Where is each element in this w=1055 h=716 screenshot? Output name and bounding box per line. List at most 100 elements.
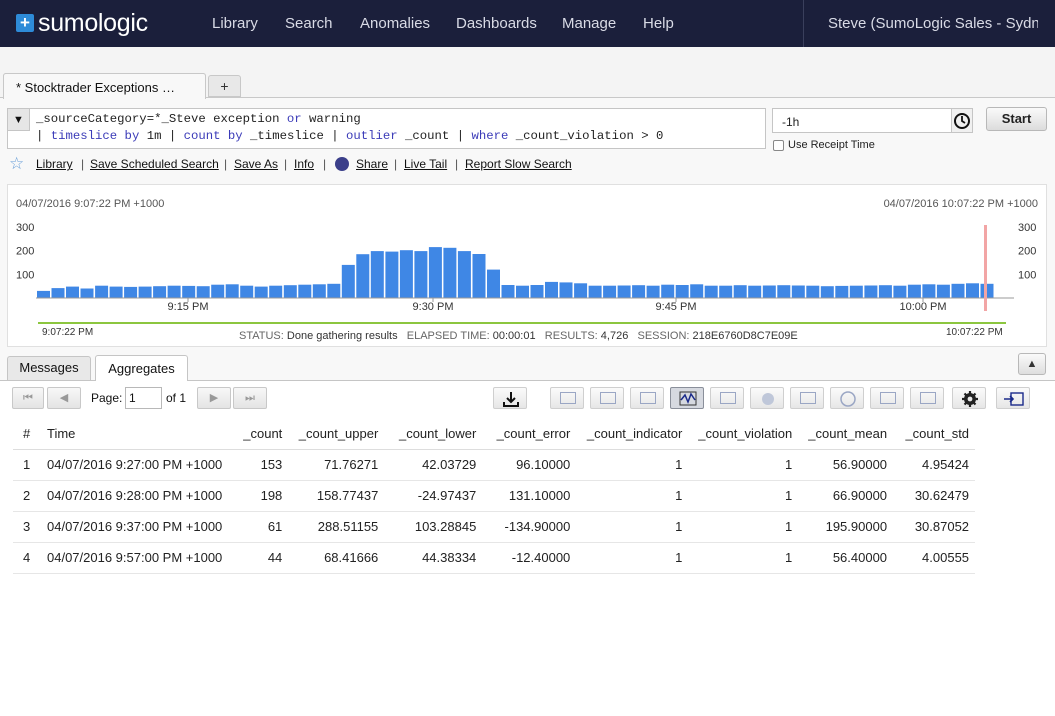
histogram-bar — [327, 283, 341, 298]
add-to-dashboard-icon — [1004, 392, 1024, 406]
column-header[interactable]: _count_error — [482, 418, 577, 450]
table-cell: 1 — [688, 511, 799, 543]
y-tick-label-left: 200 — [16, 246, 34, 258]
table-cell: 71.76271 — [288, 449, 385, 481]
user-menu[interactable]: Steve (SumoLogic Sales - Sydne… — [828, 15, 1038, 32]
honeycomb-button[interactable] — [910, 387, 944, 409]
column-header[interactable]: _count_indicator — [576, 418, 689, 450]
table-cell: 131.10000 — [482, 480, 577, 512]
nav-search[interactable]: Search — [285, 15, 333, 32]
column-header[interactable]: _count_upper — [288, 418, 385, 450]
table-cell: 1 — [688, 449, 799, 481]
share-icon[interactable] — [335, 157, 349, 171]
export-button[interactable] — [493, 387, 527, 409]
x-tick-label: 9:15 PM — [168, 301, 209, 313]
histogram-bar — [370, 251, 384, 298]
time-range-bar — [38, 322, 1006, 324]
histogram-chart[interactable]: 300 300 200 200 100 100 9:15 PM 9:30 PM 9:45 PM 1… — [8, 215, 1048, 315]
histogram-bar — [806, 285, 820, 298]
search-actions-bar: ☆ Library | Save Scheduled Search | Save… — [0, 155, 620, 173]
column-chart-button[interactable] — [630, 387, 664, 409]
table-cell: 04/07/2016 9:28:00 PM +1000 — [37, 480, 229, 512]
table-row[interactable]: 3 04/07/2016 9:37:00 PM +1000 61 288.51155 1… — [13, 511, 976, 543]
histogram-bar — [704, 285, 718, 298]
histogram-bar — [312, 284, 326, 298]
table-cell: 198 — [228, 480, 289, 512]
globe-icon — [840, 391, 856, 407]
box-plot-button[interactable] — [790, 387, 824, 409]
histogram-bar — [878, 285, 892, 298]
last-page-button[interactable]: ⏭ — [233, 387, 267, 409]
column-header[interactable]: Time — [37, 418, 229, 450]
table-cell: 04/07/2016 9:27:00 PM +1000 — [37, 449, 229, 481]
download-icon — [503, 392, 519, 407]
query-text: | — [456, 129, 472, 143]
bar-chart-button[interactable] — [590, 387, 624, 409]
query-editor[interactable]: ▼ _sourceCategory=*_Steve exception or w… — [7, 108, 766, 149]
link-separator: | — [455, 157, 459, 171]
top-nav-bar: + sumologic Library Search Anomalies Das… — [0, 0, 1055, 47]
settings-button[interactable] — [952, 387, 986, 409]
time-picker-button[interactable] — [951, 108, 973, 133]
table-view-button[interactable] — [550, 387, 584, 409]
column-header[interactable]: _count_violation — [688, 418, 799, 450]
start-button[interactable]: Start — [986, 107, 1047, 131]
range-end-time: 10:07:22 PM — [946, 327, 1003, 338]
table-cell: 1 — [13, 449, 37, 481]
time-range-input[interactable]: -1h — [772, 108, 952, 133]
nav-manage[interactable]: Manage — [562, 15, 617, 32]
save-scheduled-search-link[interactable]: Save Scheduled Search — [90, 157, 219, 171]
x-tick-label: 9:45 PM — [656, 301, 697, 313]
tab-stocktrader-exceptions-active[interactable]: * Stocktrader Exceptions … — [3, 73, 206, 99]
map-button[interactable] — [830, 387, 864, 409]
share-link[interactable]: Share — [356, 157, 389, 171]
info-link[interactable]: Info — [294, 157, 315, 171]
area-chart-button[interactable] — [710, 387, 744, 409]
triangle-down-icon[interactable]: ▼ — [8, 109, 30, 131]
column-header[interactable]: _count_lower — [384, 418, 483, 450]
link-separator: | — [394, 157, 398, 171]
histogram-bar — [559, 282, 573, 298]
library-link[interactable]: Library — [36, 157, 73, 171]
histogram-bar — [153, 286, 167, 298]
nav-anomalies[interactable]: Anomalies — [360, 15, 431, 32]
first-page-button[interactable]: ⏮ — [12, 387, 44, 409]
query-line-2: | timeslice by 1m | count by _timeslice … — [36, 129, 663, 143]
column-header[interactable]: # — [13, 418, 37, 450]
add-tab-button[interactable]: + — [208, 75, 241, 97]
tab-aggregates[interactable]: Aggregates — [95, 355, 188, 381]
area-chart-icon — [720, 392, 736, 404]
single-value-icon — [880, 392, 896, 404]
histogram-bar — [487, 269, 500, 298]
table-row[interactable]: 4 04/07/2016 9:57:00 PM +1000 44 68.41666 44… — [13, 542, 976, 574]
histogram-bar — [762, 285, 776, 298]
star-icon[interactable]: ☆ — [9, 154, 25, 173]
next-page-button[interactable]: ▶ — [197, 387, 231, 409]
use-receipt-time-checkbox[interactable] — [773, 140, 784, 151]
page-number-input[interactable]: 1 — [125, 387, 162, 409]
save-as-link[interactable]: Save As — [234, 157, 279, 171]
table-cell: 42.03729 — [384, 449, 483, 481]
collapse-histogram-button[interactable]: ▲ — [1018, 353, 1046, 375]
nav-library[interactable]: Library — [212, 15, 258, 32]
column-header[interactable]: _count_mean — [798, 418, 894, 450]
report-slow-search-link[interactable]: Report Slow Search — [465, 157, 572, 171]
live-tail-link[interactable]: Live Tail — [404, 157, 448, 171]
pie-chart-button[interactable] — [750, 387, 784, 409]
line-chart-button[interactable] — [670, 387, 704, 409]
column-header[interactable]: _count — [228, 418, 289, 450]
column-header[interactable]: _count_std — [893, 418, 976, 450]
table-header-row: # Time _count _count_upper _count_lower _coun… — [13, 418, 976, 450]
table-row[interactable]: 2 04/07/2016 9:28:00 PM +1000 198 158.77437… — [13, 480, 976, 512]
nav-dashboards[interactable]: Dashboards — [456, 15, 537, 32]
single-value-button[interactable] — [870, 387, 904, 409]
y-tick-label-right: 100 — [1018, 269, 1036, 281]
prev-page-button[interactable]: ◀ — [47, 387, 81, 409]
add-to-dashboard-button[interactable] — [996, 387, 1030, 409]
nav-help[interactable]: Help — [643, 15, 674, 32]
query-text: _sourceCategory=*_Steve exception — [36, 112, 287, 126]
x-tick-label: 9:30 PM — [413, 301, 454, 313]
tab-messages[interactable]: Messages — [7, 356, 91, 380]
table-row[interactable]: 1 04/07/2016 9:27:00 PM +1000 153 71.76271 4… — [13, 449, 976, 481]
sumologic-logo[interactable]: + sumologic — [16, 9, 148, 37]
